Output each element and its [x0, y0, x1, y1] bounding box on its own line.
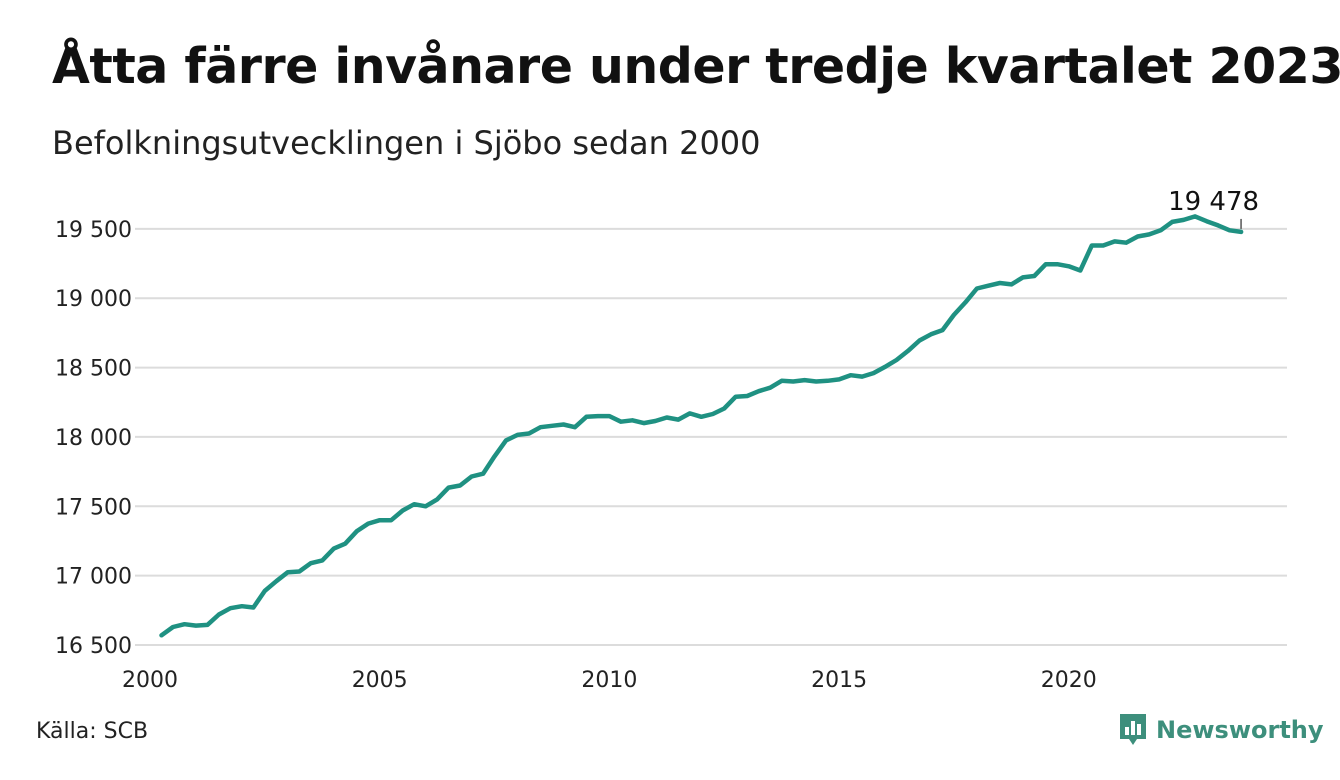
x-tick-label: 2000 — [122, 668, 178, 693]
y-axis: 16 500 17 000 17 500 18 000 18 500 19 000 19 5… — [55, 218, 132, 659]
y-tick-label: 19 500 — [55, 218, 132, 243]
series-line — [159, 214, 1244, 638]
y-tick-label: 19 000 — [55, 287, 132, 312]
source-label: Källa: SCB — [36, 719, 149, 744]
chart-title: Åtta färre invånare under tredje kvartal… — [52, 38, 1340, 95]
x-axis: 2000 2005 2010 2015 2020 — [122, 668, 1097, 693]
end-value-label: 19 478 — [1168, 187, 1259, 217]
series-lines — [159, 214, 1244, 638]
gridlines — [135, 227, 1287, 646]
y-tick-label: 18 000 — [55, 426, 132, 451]
x-tick-label: 2015 — [811, 668, 867, 693]
brand-name: Newsworthy — [1156, 716, 1324, 744]
x-tick-label: 2010 — [581, 668, 637, 693]
brand-logo[interactable]: Newsworthy — [1118, 712, 1324, 748]
y-tick-label: 18 500 — [55, 357, 132, 382]
newsworthy-logo-icon — [1120, 714, 1146, 745]
x-tick-label: 2005 — [352, 668, 408, 693]
y-tick-label: 17 000 — [55, 565, 132, 590]
end-label-group: 19 478 — [1168, 187, 1259, 229]
y-tick-label: 16 500 — [55, 634, 132, 659]
y-tick-label: 17 500 — [55, 495, 132, 520]
chart-subtitle: Befolkningsutvecklingen i Sjöbo sedan 20… — [52, 124, 761, 162]
x-tick-label: 2020 — [1041, 668, 1097, 693]
